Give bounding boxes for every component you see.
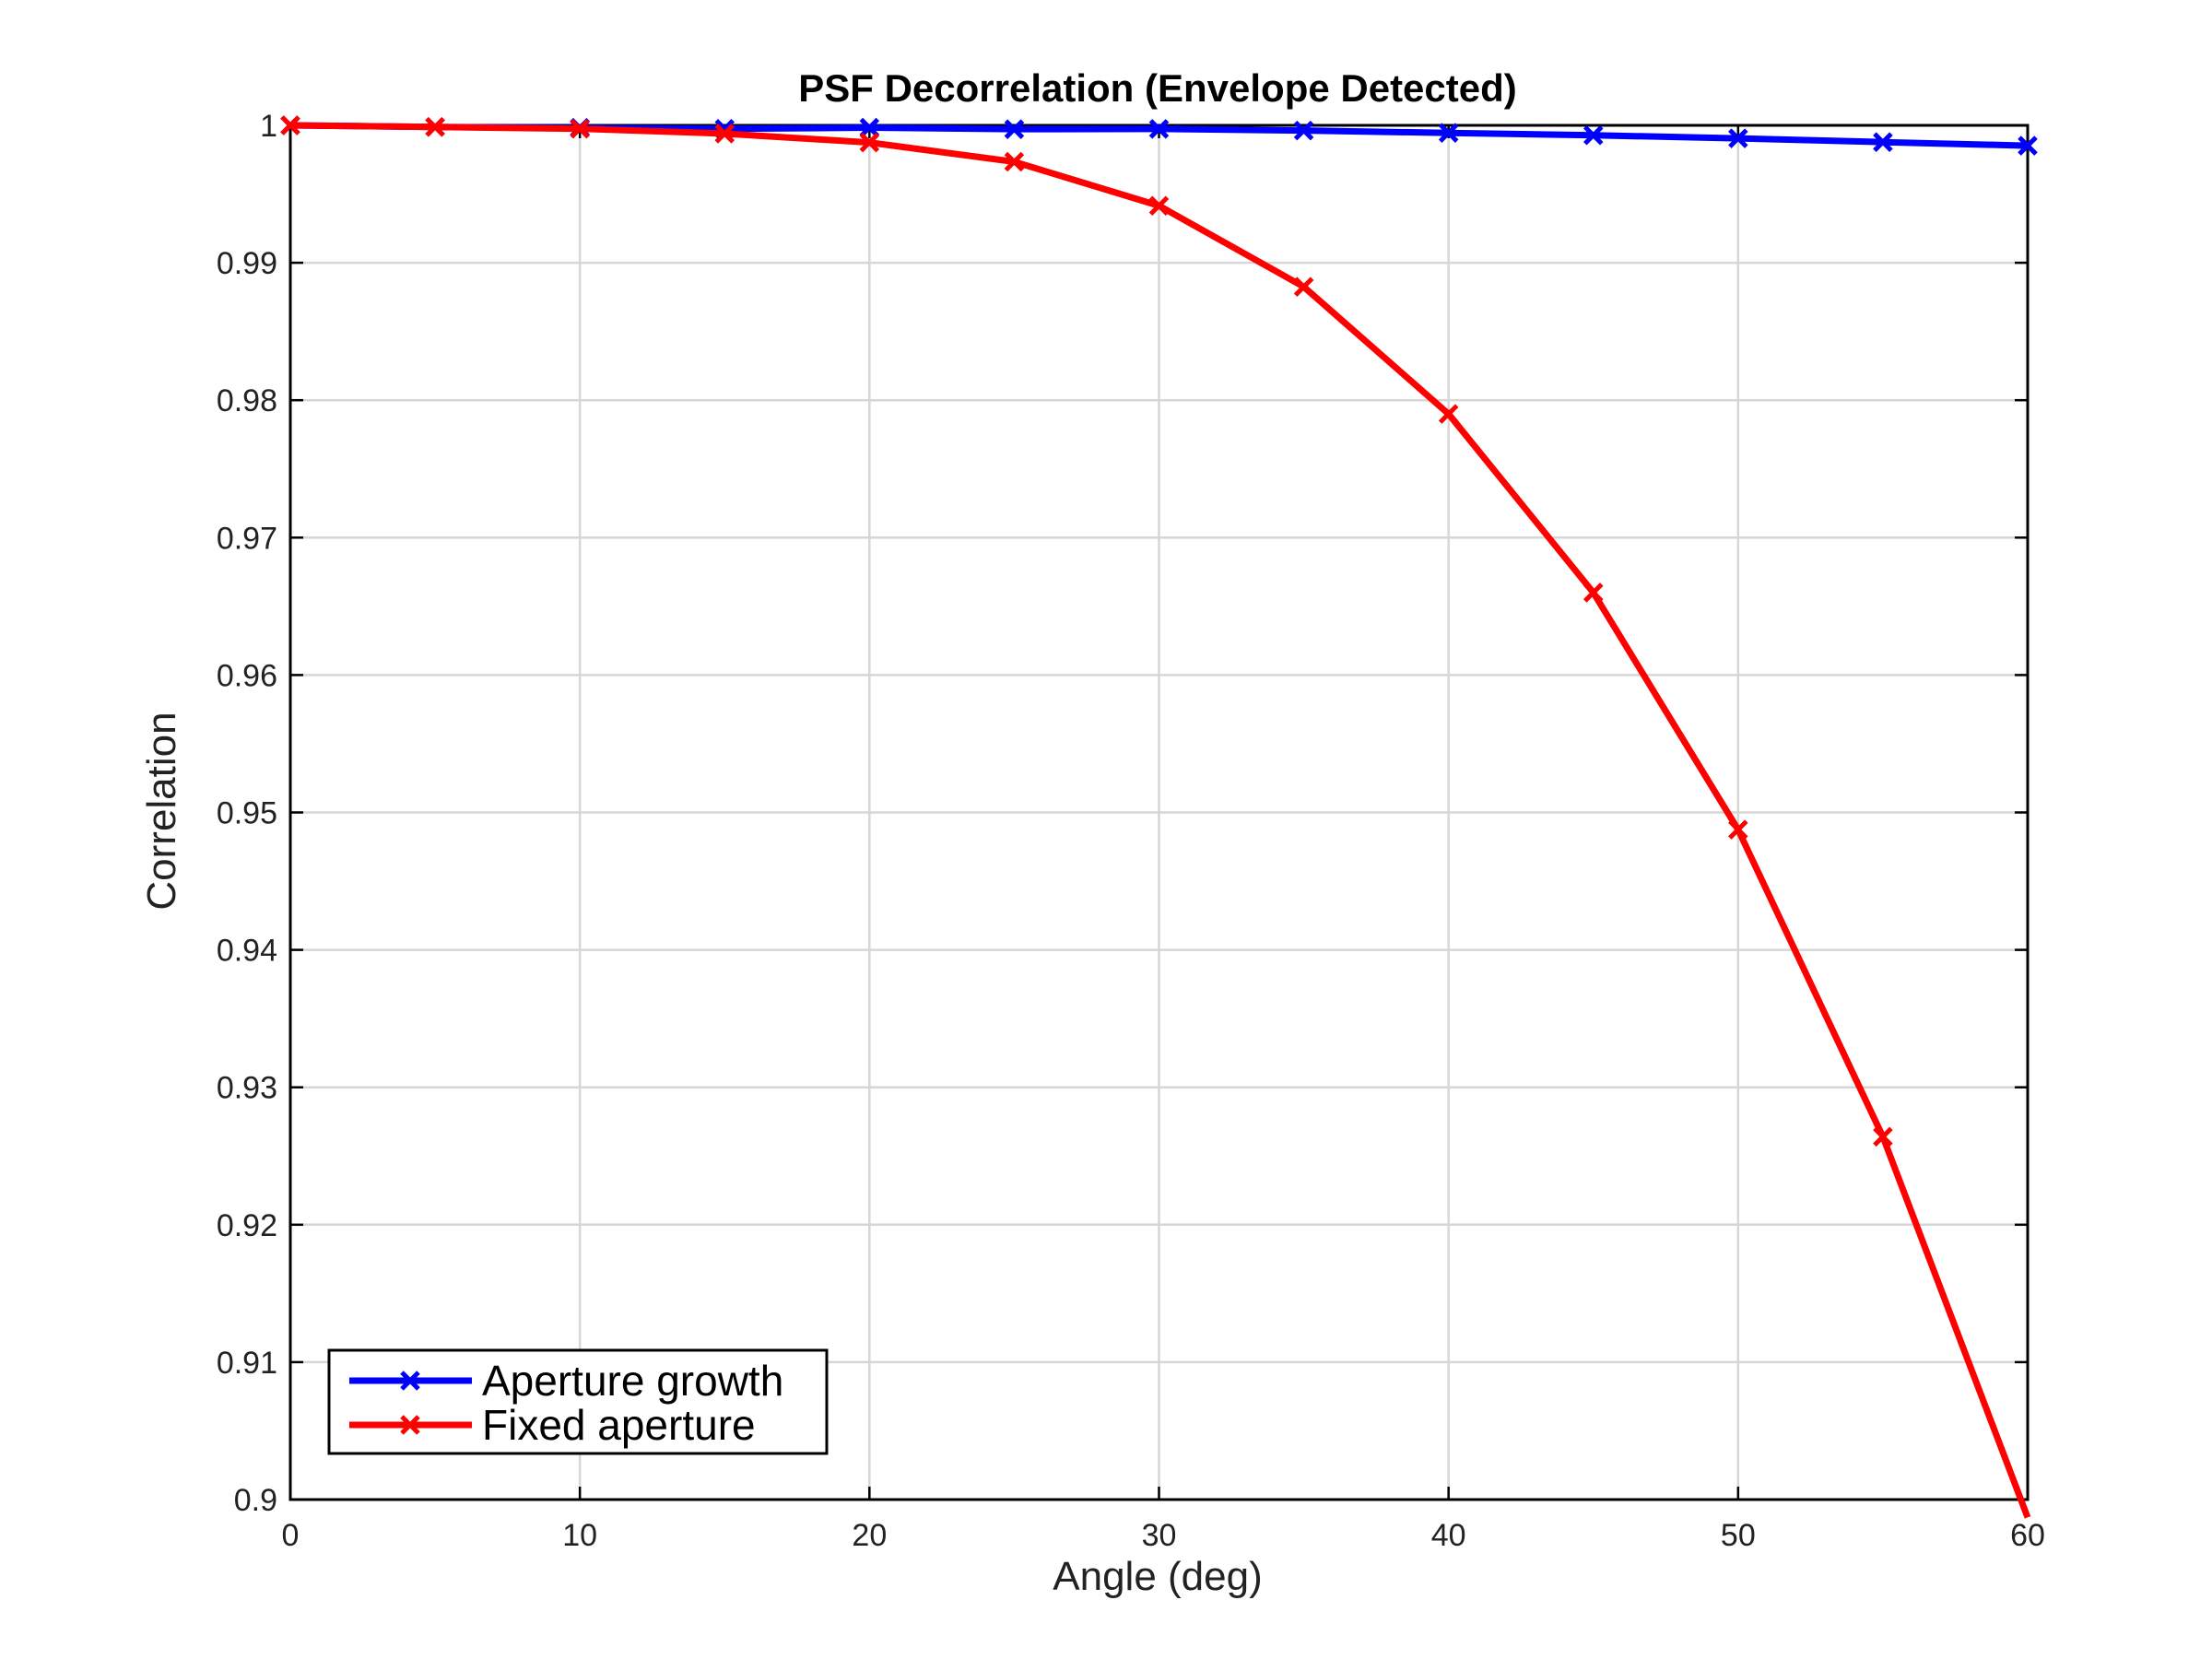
x-tick-label: 20 — [852, 1518, 887, 1553]
y-tick-label: 0.94 — [217, 934, 277, 969]
y-tick-label: 0.97 — [217, 521, 277, 556]
data-point-marker — [1293, 120, 1314, 141]
grid — [288, 124, 2030, 1501]
x-tick-label: 30 — [1142, 1518, 1177, 1553]
data-point-marker — [2018, 135, 2038, 156]
x-tick-label: 60 — [2010, 1518, 2045, 1553]
data-point-marker — [1873, 1126, 1893, 1147]
series-layer — [280, 115, 2038, 1519]
data-point-marker — [1873, 132, 1893, 152]
data-point-marker — [570, 118, 590, 139]
x-tick-label: 10 — [562, 1518, 597, 1553]
data-point-marker — [714, 124, 735, 144]
data-point-marker — [1438, 123, 1459, 143]
y-tick-label: 0.98 — [217, 383, 277, 418]
y-tick-label: 0.95 — [217, 796, 277, 831]
y-tick-label: 0.92 — [217, 1208, 277, 1243]
data-point-marker — [1004, 119, 1025, 139]
series-fixed-aperture — [280, 115, 2031, 1519]
y-tick-label: 0.93 — [217, 1071, 277, 1106]
data-point-marker — [425, 117, 445, 137]
y-tick-label: 0.9 — [234, 1483, 277, 1518]
legend-label: Fixed aperture — [482, 1401, 756, 1449]
data-point-marker — [859, 117, 880, 138]
legend-marker — [400, 1371, 420, 1391]
data-point-marker — [1293, 276, 1314, 297]
x-tick-label: 40 — [1431, 1518, 1466, 1553]
y-axis-label: Correlation — [139, 712, 184, 910]
x-tick-label: 0 — [282, 1518, 300, 1553]
data-point-marker — [1728, 128, 1748, 148]
legend-marker — [400, 1415, 420, 1435]
data-point-marker — [859, 132, 880, 153]
y-tick-label: 0.91 — [217, 1346, 277, 1381]
axis-ticks: 0 10 20 30 40 50 60 0.9 0.91 0.92 0.93 0.94 0.95 0.96… — [217, 109, 2045, 1553]
data-point-marker — [1004, 151, 1025, 172]
y-tick-label: 1 — [260, 109, 277, 144]
y-tick-label: 0.99 — [217, 246, 277, 281]
data-point-marker — [1583, 582, 1604, 603]
y-tick-label: 0.96 — [217, 658, 277, 693]
data-point-marker — [1148, 119, 1170, 139]
legend-box — [327, 1348, 829, 1455]
x-tick-label: 50 — [1721, 1518, 1756, 1553]
data-point-marker — [1728, 819, 1748, 840]
data-point-marker — [1148, 195, 1170, 216]
legend-label: Aperture growth — [482, 1357, 783, 1405]
data-point-marker — [280, 115, 300, 135]
data-point-marker — [1438, 404, 1459, 424]
data-point-marker — [1583, 124, 1604, 146]
x-axis-label: Angle (deg) — [1053, 1554, 1262, 1599]
chart-title: PSF Decorrelation (Envelope Detected) — [798, 66, 1517, 110]
